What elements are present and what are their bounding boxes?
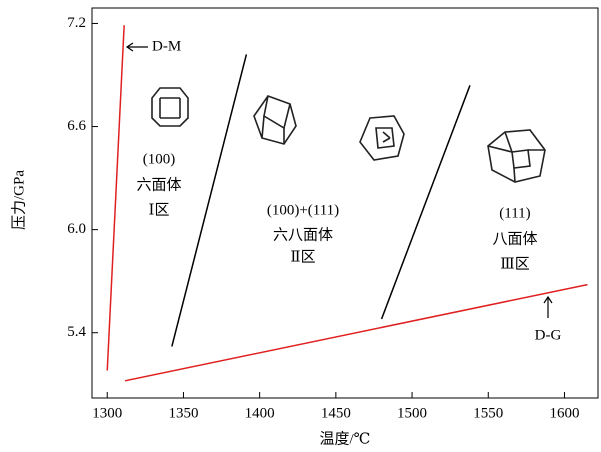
x-tick-label: 1450 (321, 405, 351, 421)
y-axis-label: 压力/GPa (10, 170, 27, 230)
crystal-icons (152, 88, 545, 182)
line (382, 85, 470, 319)
y-tick-label: 5.4 (67, 324, 86, 340)
annotation: D-G (535, 327, 562, 343)
x-tick-label: 1500 (397, 405, 427, 421)
annotation: 六八面体 (273, 226, 333, 243)
x-tick-label: 1350 (168, 405, 198, 421)
x-tick-label: 1550 (473, 405, 503, 421)
annotation: (100)+(111) (267, 202, 339, 218)
annotation: (100) (143, 151, 176, 167)
arrows (127, 43, 552, 318)
line (107, 25, 124, 370)
y-tick-label: 6.6 (67, 118, 86, 134)
annotation: 八面体 (492, 230, 537, 247)
x-tick-label: 1400 (245, 405, 275, 421)
annotation: 六面体 (136, 176, 181, 193)
line (172, 54, 247, 346)
annotation: Ⅰ区 (149, 202, 170, 218)
line (125, 285, 587, 381)
x-axis-label: 温度/℃ (320, 430, 371, 447)
annotation: D-M (152, 38, 181, 54)
y-tick-label: 7.2 (67, 15, 86, 31)
x-tick-label: 1300 (92, 405, 122, 421)
annotation: Ⅱ区 (290, 249, 315, 265)
annotation: Ⅲ区 (500, 256, 529, 272)
x-tick-label: 1600 (549, 405, 579, 421)
annotation: (111) (499, 205, 530, 221)
y-tick-label: 6.0 (67, 221, 86, 237)
chart: 温度/℃ 压力/GPa 1300 1350 1400 1450 1500 1550 1600… (0, 0, 601, 452)
